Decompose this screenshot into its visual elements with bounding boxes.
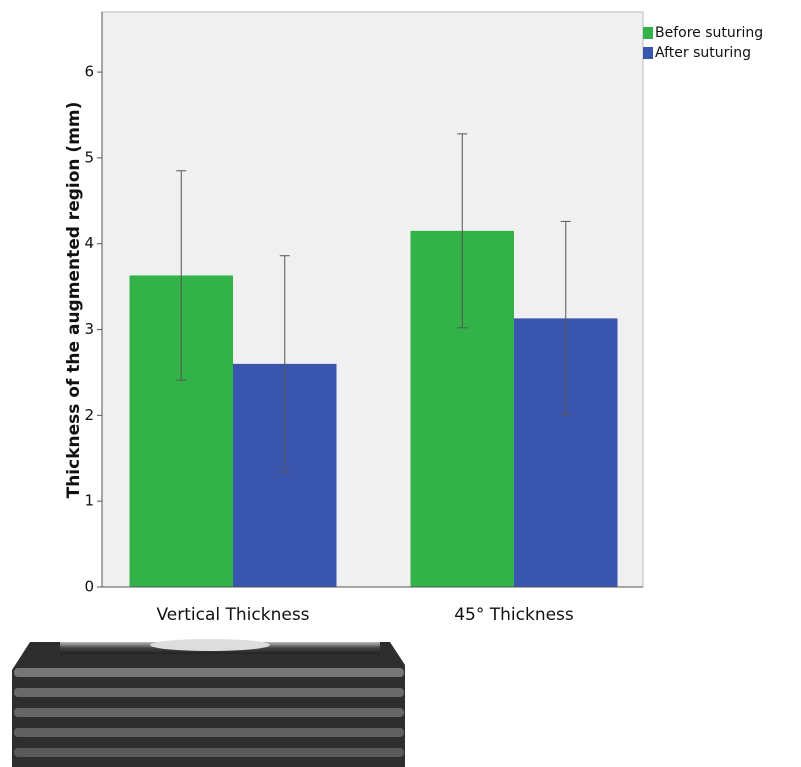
y-tick-label: 4 <box>84 234 94 252</box>
y-axis-title: Thickness of the augmented region (mm) <box>64 102 84 499</box>
legend-label: After suturing <box>655 45 751 61</box>
y-tick-label: 2 <box>84 406 94 424</box>
legend-label: Before suturing <box>655 25 763 41</box>
y-tick-label: 3 <box>84 320 94 338</box>
y-tick-label: 0 <box>84 578 94 596</box>
y-tick-label: 5 <box>84 148 94 166</box>
x-tick-label: Vertical Thickness <box>156 605 309 625</box>
chart: Thickness of the augmented region (mm) 0… <box>0 0 801 767</box>
y-tick-label: 6 <box>84 63 94 81</box>
x-tick-label: 45° Thickness <box>454 605 574 625</box>
legend-swatch <box>643 27 653 39</box>
legend-swatch <box>643 47 653 59</box>
implant-photo <box>12 639 405 767</box>
y-tick-label: 1 <box>84 492 94 510</box>
